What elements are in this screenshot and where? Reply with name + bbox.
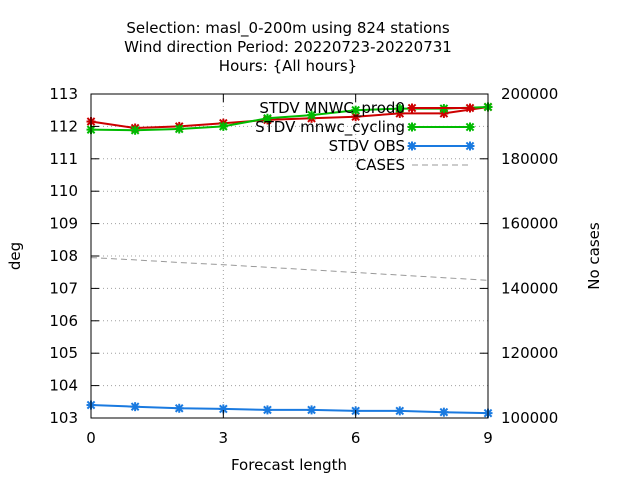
data-point bbox=[262, 113, 272, 123]
y2-axis-label: No cases bbox=[585, 222, 603, 290]
legend-label: STDV MNWC_prod0 bbox=[259, 99, 405, 118]
legend-label: STDV OBS bbox=[329, 137, 405, 155]
data-point bbox=[262, 405, 272, 415]
data-point bbox=[307, 110, 317, 120]
y-tick-label: 113 bbox=[49, 85, 78, 103]
legend-entry: STDV mnwc_cycling bbox=[255, 118, 475, 137]
series-line-2 bbox=[90, 404, 489, 415]
y-tick-label: 111 bbox=[49, 150, 78, 168]
x-tick-label: 9 bbox=[483, 429, 493, 447]
data-point bbox=[218, 121, 228, 131]
x-tick-label: 3 bbox=[219, 429, 229, 447]
y-tick-label: 107 bbox=[49, 279, 78, 297]
data-point bbox=[174, 403, 184, 413]
y-tick-label: 109 bbox=[49, 215, 78, 233]
legend-label: CASES bbox=[356, 156, 405, 174]
series-line-3 bbox=[90, 257, 489, 281]
y2-tick-label: 160000 bbox=[501, 215, 558, 233]
y2-tick-label: 140000 bbox=[501, 279, 558, 297]
y-tick-label: 108 bbox=[49, 247, 78, 265]
title-line-3: Hours: {All hours} bbox=[219, 57, 357, 75]
chart-title: Selection: masl_0-200m using 824 station… bbox=[124, 19, 452, 75]
data-point bbox=[465, 141, 475, 151]
data-point bbox=[407, 141, 417, 151]
data-point bbox=[407, 103, 417, 113]
title-line-1: Selection: masl_0-200m using 824 station… bbox=[126, 19, 450, 38]
y-tick-label: 104 bbox=[49, 377, 78, 395]
x-tick-label: 0 bbox=[86, 429, 96, 447]
data-point bbox=[465, 103, 475, 113]
data-point bbox=[439, 407, 449, 417]
legend-entry: CASES bbox=[356, 156, 470, 174]
y2-tick-label: 100000 bbox=[501, 409, 558, 427]
grid bbox=[91, 94, 488, 418]
data-point bbox=[395, 104, 405, 114]
data-point bbox=[307, 405, 317, 415]
y-tick-label: 112 bbox=[49, 117, 78, 135]
title-line-2: Wind direction Period: 20220723-20220731 bbox=[124, 38, 452, 56]
legend-entry: STDV OBS bbox=[329, 137, 475, 155]
series-layer bbox=[86, 102, 493, 418]
y-tick-label: 110 bbox=[49, 182, 78, 200]
y-tick-label: 106 bbox=[49, 312, 78, 330]
y-tick-label: 103 bbox=[49, 409, 78, 427]
data-point bbox=[218, 404, 228, 414]
data-point bbox=[174, 124, 184, 134]
x-tick-label: 6 bbox=[351, 429, 361, 447]
data-point bbox=[465, 122, 475, 132]
data-point bbox=[130, 402, 140, 412]
y2-tick-label: 120000 bbox=[501, 344, 558, 362]
data-point bbox=[395, 406, 405, 416]
series-line-0 bbox=[90, 106, 489, 130]
y-axis-label: deg bbox=[6, 242, 24, 270]
x-axis-label: Forecast length bbox=[231, 456, 347, 474]
legend-entry: STDV MNWC_prod0 bbox=[259, 99, 475, 118]
data-point bbox=[407, 122, 417, 132]
y-tick-label: 105 bbox=[49, 344, 78, 362]
y2-tick-label: 180000 bbox=[501, 150, 558, 168]
legend-label: STDV mnwc_cycling bbox=[255, 118, 405, 137]
axis-ticks: 103 104 105 106 107 108 109 110 111 112 113 0 3 6 9 100… bbox=[49, 85, 558, 447]
plot-frame bbox=[90, 93, 489, 419]
data-point bbox=[130, 125, 140, 135]
y2-tick-label: 200000 bbox=[501, 85, 558, 103]
data-point bbox=[351, 105, 361, 115]
